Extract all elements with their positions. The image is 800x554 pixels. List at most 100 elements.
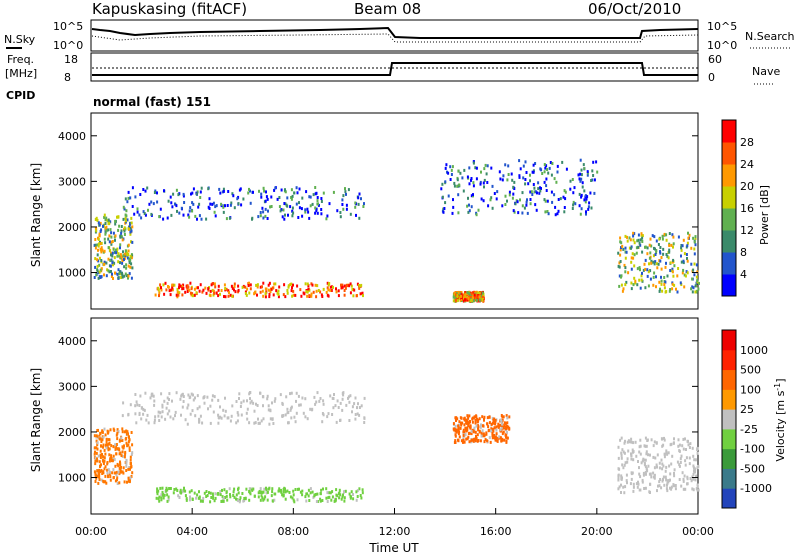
echo-cell <box>668 244 671 247</box>
echo-cell <box>327 294 330 298</box>
echo-cell <box>358 286 361 290</box>
echo-cell <box>210 496 213 499</box>
echo-cell <box>690 287 693 291</box>
echo-cell <box>359 292 362 296</box>
echo-cell <box>506 178 509 182</box>
echo-cell <box>494 438 497 442</box>
echo-cell <box>679 281 682 285</box>
echo-cell <box>272 293 275 297</box>
echo-cell <box>470 298 473 302</box>
echo-cell <box>321 295 324 298</box>
echo-cell <box>147 421 150 425</box>
echo-cell <box>590 206 593 210</box>
echo-cell <box>306 294 309 298</box>
echo-cell <box>499 177 502 181</box>
velocity-panel-frame <box>90 317 699 515</box>
echo-cell <box>311 407 314 411</box>
echo-cell <box>620 474 623 478</box>
echo-cell <box>617 487 620 491</box>
echo-cell <box>626 440 629 444</box>
echo-cell <box>529 173 531 177</box>
echo-cell <box>94 480 97 483</box>
echo-cell <box>680 254 682 258</box>
echo-cell <box>189 495 191 499</box>
echo-cell <box>177 293 180 297</box>
echo-cell <box>650 475 653 479</box>
echo-cell <box>479 425 482 429</box>
echo-cell <box>644 471 647 474</box>
echo-cell <box>559 197 562 201</box>
echo-cell <box>196 394 199 398</box>
echo-cell <box>126 444 129 448</box>
echo-cell <box>258 490 261 493</box>
echo-cell <box>124 254 127 258</box>
echo-cell <box>693 252 696 256</box>
echo-cell <box>330 289 333 292</box>
echo-cell <box>310 282 313 286</box>
echo-cell <box>120 231 123 235</box>
echo-cell <box>670 243 673 247</box>
echo-cell <box>349 291 352 295</box>
echo-cell <box>266 498 269 502</box>
echo-cell <box>341 283 344 287</box>
echo-cell <box>463 168 466 172</box>
echo-cell <box>619 260 622 263</box>
echo-cell <box>274 492 277 496</box>
echo-cell <box>127 264 130 268</box>
echo-cell <box>191 294 194 298</box>
echo-cell <box>521 204 524 208</box>
echo-cell <box>353 402 356 406</box>
echo-cell <box>102 471 105 475</box>
echo-cell <box>265 287 268 291</box>
echo-cell <box>192 398 195 402</box>
echo-cell <box>696 270 699 274</box>
echo-cell <box>579 212 582 216</box>
echo-cell <box>661 234 664 238</box>
echo-cell <box>488 421 491 425</box>
echo-cell <box>99 221 102 225</box>
echo-cell <box>123 207 126 211</box>
echo-cell <box>282 494 285 498</box>
echo-cell <box>274 282 277 286</box>
echo-cell <box>134 412 137 416</box>
colorbar-tick-label: 4 <box>740 268 747 281</box>
echo-cell <box>123 252 126 256</box>
echo-cell <box>475 177 478 181</box>
echo-cell <box>361 291 364 295</box>
echo-cell <box>140 406 143 410</box>
echo-cell <box>98 223 101 227</box>
echo-cell <box>127 412 130 416</box>
echo-cell <box>313 395 316 399</box>
echo-cell <box>114 234 117 238</box>
echo-cell <box>238 500 241 504</box>
echo-cell <box>157 286 160 290</box>
echo-cell <box>184 489 187 493</box>
echo-cell <box>621 289 624 293</box>
echo-cell <box>118 439 121 443</box>
echo-cell <box>635 482 638 486</box>
echo-cell <box>682 268 685 272</box>
echo-cell <box>207 287 210 291</box>
echo-cell <box>226 204 229 207</box>
echo-cell <box>190 192 192 196</box>
echo-cell <box>665 238 668 242</box>
echo-cell <box>118 254 121 258</box>
echo-cell <box>213 291 216 295</box>
echo-cell <box>283 202 286 205</box>
echo-cell <box>245 293 248 297</box>
echo-cell <box>545 184 548 188</box>
echo-cell <box>680 454 683 458</box>
echo-cell <box>214 492 217 496</box>
echo-cell <box>626 457 629 461</box>
echo-cell <box>161 486 164 490</box>
echo-cell <box>112 454 115 458</box>
echo-cell <box>295 399 297 403</box>
echo-cell <box>648 256 651 260</box>
echo-cell <box>217 413 220 417</box>
echo-cell <box>289 392 291 396</box>
echo-cell <box>170 213 173 217</box>
echo-cell <box>117 470 120 474</box>
echo-cell <box>290 391 293 395</box>
echo-cell <box>266 490 269 494</box>
echo-cell <box>666 274 669 278</box>
